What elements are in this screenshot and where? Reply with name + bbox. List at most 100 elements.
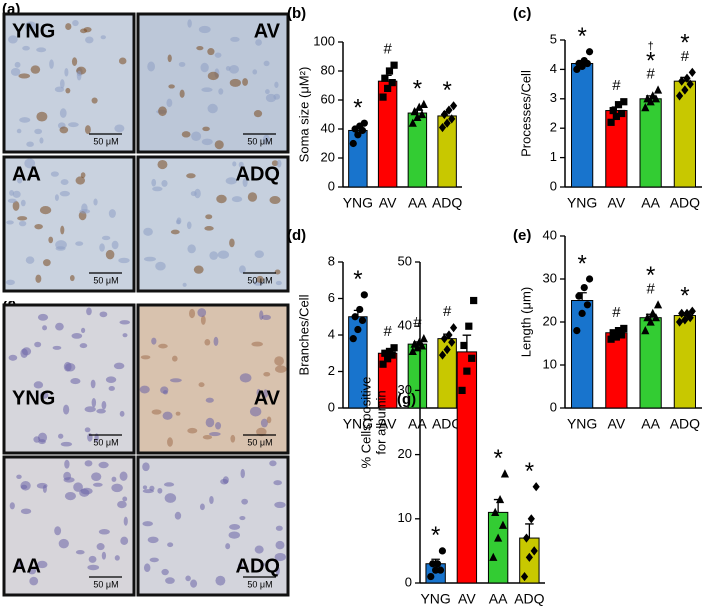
- cell: [155, 261, 166, 271]
- data-point: [500, 469, 510, 478]
- cell: [143, 227, 153, 236]
- cell: [16, 128, 22, 134]
- cell: [16, 560, 24, 569]
- cell: [98, 461, 109, 469]
- cell: [225, 543, 231, 550]
- y-tick-label: 2: [550, 120, 557, 135]
- cell: [114, 124, 125, 133]
- cell: [263, 60, 270, 67]
- cell: [220, 478, 229, 485]
- cell: [151, 337, 157, 345]
- cell: [113, 362, 125, 370]
- cell: [101, 551, 107, 560]
- data-point: [575, 292, 583, 300]
- cell: [152, 186, 163, 192]
- cell: [247, 192, 258, 202]
- data-point: [651, 313, 661, 322]
- cell: [186, 173, 196, 179]
- cell: [72, 19, 79, 27]
- cell: [40, 391, 49, 399]
- cell: [139, 385, 150, 394]
- cell: [251, 341, 263, 347]
- data-point: [360, 291, 368, 299]
- cell: [29, 576, 39, 586]
- data-point: [498, 520, 508, 529]
- cell: [20, 199, 26, 207]
- cell: [73, 482, 83, 492]
- cell: [163, 482, 175, 487]
- cell: [64, 459, 70, 469]
- cell: [19, 117, 31, 123]
- cell: [92, 482, 103, 487]
- cell: [190, 191, 197, 197]
- cell: [204, 339, 211, 346]
- data-point: [495, 494, 505, 504]
- cell: [101, 400, 107, 410]
- x-tick-label: AA: [641, 195, 660, 211]
- y-tick-label: 0: [550, 178, 557, 193]
- cell: [208, 432, 221, 437]
- annotation: #: [413, 314, 422, 331]
- scale-label: 50 μM: [247, 437, 272, 447]
- cell: [18, 73, 31, 79]
- cell: [69, 275, 75, 282]
- cell: [201, 87, 213, 93]
- cell: [63, 471, 72, 481]
- annotation: *: [577, 250, 586, 277]
- annotation: #: [646, 280, 655, 297]
- data-point: [448, 337, 456, 347]
- data-point: [385, 67, 394, 75]
- tile-label: AA: [12, 163, 41, 185]
- scale-label: 50 μM: [247, 579, 272, 589]
- cell: [122, 496, 128, 502]
- data-point: [607, 335, 615, 343]
- y-tick-label: 3: [550, 90, 557, 105]
- cell: [202, 435, 213, 440]
- y-tick-label: 30: [398, 382, 412, 397]
- cell: [63, 404, 70, 415]
- cell: [269, 460, 277, 467]
- y-tick-label: 10: [398, 510, 412, 525]
- cell: [259, 310, 264, 321]
- cell: [101, 235, 111, 241]
- cell: [252, 69, 258, 75]
- cell: [204, 226, 214, 231]
- cell: [218, 88, 224, 95]
- cell: [21, 347, 32, 356]
- cell: [149, 557, 159, 563]
- cell: [6, 220, 14, 225]
- y-tick-label: 6: [328, 290, 335, 305]
- cell: [232, 161, 237, 167]
- cell: [27, 567, 37, 575]
- cell: [260, 562, 266, 567]
- cell: [209, 251, 219, 260]
- cell: [5, 279, 15, 286]
- cell: [157, 159, 168, 170]
- cell: [261, 314, 271, 321]
- scale-label: 50 μM: [247, 136, 272, 146]
- y-axis-label: Branches/Cell: [296, 294, 311, 375]
- data-point: [607, 118, 615, 126]
- data-point: [356, 305, 364, 314]
- panel-label: (e): [513, 227, 531, 244]
- bar: [348, 129, 368, 188]
- cell: [90, 379, 96, 389]
- y-tick-label: 40: [543, 227, 557, 242]
- data-point: [440, 109, 448, 120]
- cell: [214, 140, 224, 150]
- data-point: [609, 106, 617, 115]
- cell: [166, 98, 173, 108]
- cell: [55, 246, 66, 251]
- annotation: #: [612, 77, 621, 94]
- cell: [105, 249, 115, 260]
- x-tick-label: AV: [608, 195, 626, 211]
- scale-label: 50 μM: [93, 275, 118, 285]
- cell: [105, 376, 117, 383]
- y-tick-label: 0: [405, 574, 412, 589]
- cell: [273, 93, 281, 100]
- data-point: [678, 76, 686, 86]
- cell: [7, 198, 17, 203]
- cell: [273, 480, 282, 486]
- cell: [161, 568, 169, 576]
- cell: [274, 356, 284, 366]
